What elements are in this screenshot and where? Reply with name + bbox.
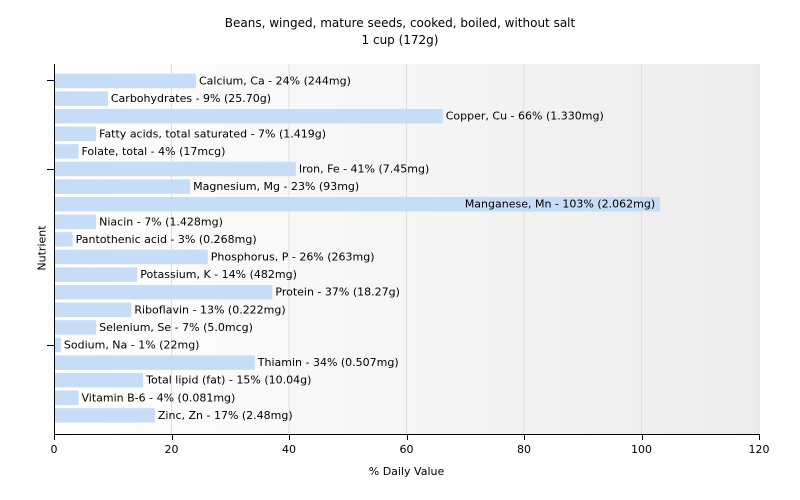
bar [55, 408, 155, 423]
bar [55, 284, 273, 300]
bar [55, 161, 296, 177]
x-tick-label: 20 [165, 443, 179, 456]
bar-label: Pantothenic acid - 3% (0.268mg) [76, 233, 257, 246]
bar-label: Protein - 37% (18.27g) [275, 286, 400, 299]
x-tick-label: 100 [631, 443, 652, 456]
bar [55, 91, 108, 106]
bar-label: Vitamin B-6 - 4% (0.081mg) [82, 391, 236, 404]
y-axis-label: Nutrient [35, 225, 49, 271]
bar-label: Magnesium, Mg - 23% (93mg) [193, 180, 359, 193]
bar-label: Sodium, Na - 1% (22mg) [64, 339, 200, 352]
bar-label: Iron, Fe - 41% (7.45mg) [299, 163, 429, 176]
bar [55, 108, 443, 124]
bar-label: Zinc, Zn - 17% (2.48mg) [158, 409, 293, 422]
bar [55, 126, 97, 142]
bar [55, 390, 79, 406]
bar [55, 249, 208, 265]
bar-label: Thiamin - 34% (0.507mg) [257, 356, 399, 369]
bar [55, 73, 196, 89]
bar-label: Selenium, Se - 7% (5.0mcg) [99, 321, 253, 334]
bar [55, 302, 132, 318]
x-tick-label: 80 [517, 443, 531, 456]
bar-label: Riboflavin - 13% (0.222mg) [134, 303, 285, 316]
x-tick-label: 40 [282, 443, 296, 456]
bar [55, 320, 97, 335]
bar [55, 196, 661, 212]
bar [55, 337, 61, 353]
x-tick-label: 120 [749, 443, 770, 456]
x-axis-label: % Daily Value [368, 465, 445, 478]
x-tick-label: 0 [51, 443, 58, 456]
bar [55, 355, 255, 370]
bar-label: Potassium, K - 14% (482mg) [140, 268, 297, 281]
bar [55, 232, 73, 247]
x-tick-label: 60 [400, 443, 414, 456]
bar-label: Phosphorus, P - 26% (263mg) [211, 251, 375, 264]
bar-label: Fatty acids, total saturated - 7% (1.419… [99, 127, 326, 140]
bar [55, 372, 144, 388]
bar-label: Total lipid (fat) - 15% (10.04g) [145, 374, 311, 387]
bar-label: Calcium, Ca - 24% (244mg) [199, 75, 351, 88]
chart-title: Beans, winged, mature seeds, cooked, boi… [224, 16, 576, 30]
bar-label: Carbohydrates - 9% (25.70g) [111, 92, 271, 105]
bar [55, 214, 97, 230]
bar [55, 267, 138, 282]
bar-label: Folate, total - 4% (17mcg) [82, 145, 226, 158]
bar-label: Manganese, Mn - 103% (2.062mg) [465, 198, 655, 211]
bar [55, 144, 79, 159]
chart-subtitle: 1 cup (172g) [361, 33, 439, 47]
bar-label: Copper, Cu - 66% (1.330mg) [446, 110, 604, 123]
bar-label: Niacin - 7% (1.428mg) [99, 215, 223, 228]
bar [55, 179, 191, 194]
